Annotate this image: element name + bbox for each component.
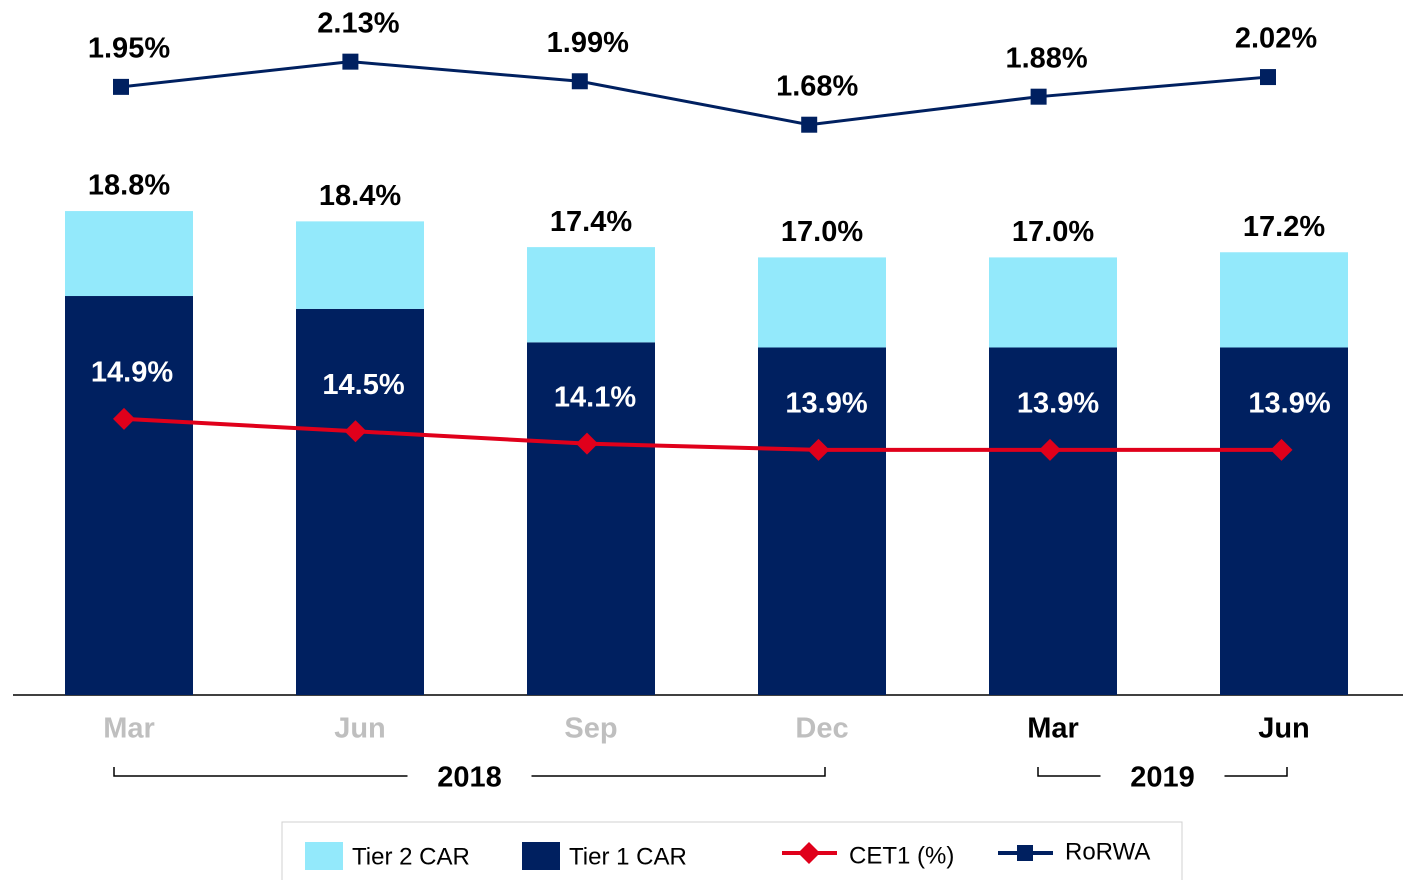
- group-bracket: [1037, 767, 1288, 777]
- marker: [344, 420, 367, 443]
- legend-label: Tier 1 CAR: [569, 843, 687, 870]
- bar: [65, 296, 193, 695]
- x-tick-label: Dec: [795, 713, 848, 745]
- marker: [801, 116, 818, 133]
- bar: [296, 221, 424, 309]
- bar: [527, 247, 655, 343]
- bar: [758, 347, 886, 695]
- total-label: 18.4%: [319, 180, 401, 212]
- data-label: 1.95%: [88, 33, 170, 65]
- data-label: 1.68%: [776, 70, 858, 102]
- total-label: 18.8%: [88, 170, 170, 202]
- group-label: 2019: [1130, 762, 1195, 794]
- group-label: 2018: [437, 762, 502, 794]
- marker: [1270, 438, 1293, 461]
- data-label: 14.9%: [91, 357, 173, 389]
- legend-label: CET1 (%): [849, 842, 954, 869]
- bar: [758, 257, 886, 348]
- data-label: 14.1%: [554, 381, 636, 413]
- bar: [989, 347, 1117, 695]
- bar: [65, 211, 193, 297]
- line: [120, 60, 1269, 127]
- marker: [1260, 69, 1276, 86]
- data-label: 13.9%: [785, 388, 867, 420]
- bar: [989, 257, 1117, 348]
- bar: [1220, 252, 1348, 348]
- x-tick-label: Jun: [1258, 713, 1310, 745]
- marker: [342, 53, 359, 70]
- group-bracket: [113, 767, 826, 777]
- bar: [296, 308, 424, 695]
- data-label: 1.99%: [547, 27, 629, 59]
- line: [123, 416, 1282, 452]
- data-label: 13.9%: [1017, 388, 1099, 420]
- legend-label: Tier 2 CAR: [352, 843, 470, 870]
- data-label: 13.9%: [1248, 388, 1330, 420]
- legend-swatch: [522, 842, 560, 870]
- marker: [576, 432, 598, 455]
- bar: [527, 342, 655, 695]
- marker: [807, 438, 830, 461]
- x-tick-label: Jun: [334, 713, 386, 745]
- x-tick-label: Mar: [1027, 713, 1079, 745]
- marker: [571, 73, 588, 90]
- data-label: 14.5%: [322, 369, 404, 401]
- marker: [1030, 88, 1047, 105]
- data-label: 1.88%: [1005, 42, 1087, 74]
- total-label: 17.0%: [1012, 216, 1094, 248]
- legend-marker: [798, 842, 820, 864]
- marker: [113, 78, 129, 95]
- total-label: 17.0%: [781, 216, 863, 248]
- data-label: 2.02%: [1235, 23, 1317, 55]
- bar: [1220, 347, 1348, 695]
- total-label: 17.4%: [550, 206, 632, 238]
- x-tick-label: Sep: [564, 713, 617, 745]
- marker: [113, 407, 135, 430]
- legend-swatch: [305, 842, 343, 870]
- x-tick-label: Mar: [103, 713, 155, 745]
- total-label: 17.2%: [1243, 211, 1325, 243]
- marker: [1039, 438, 1061, 461]
- legend-marker: [1017, 845, 1033, 861]
- legend-label: RoRWA: [1065, 838, 1150, 865]
- data-label: 2.13%: [317, 7, 399, 39]
